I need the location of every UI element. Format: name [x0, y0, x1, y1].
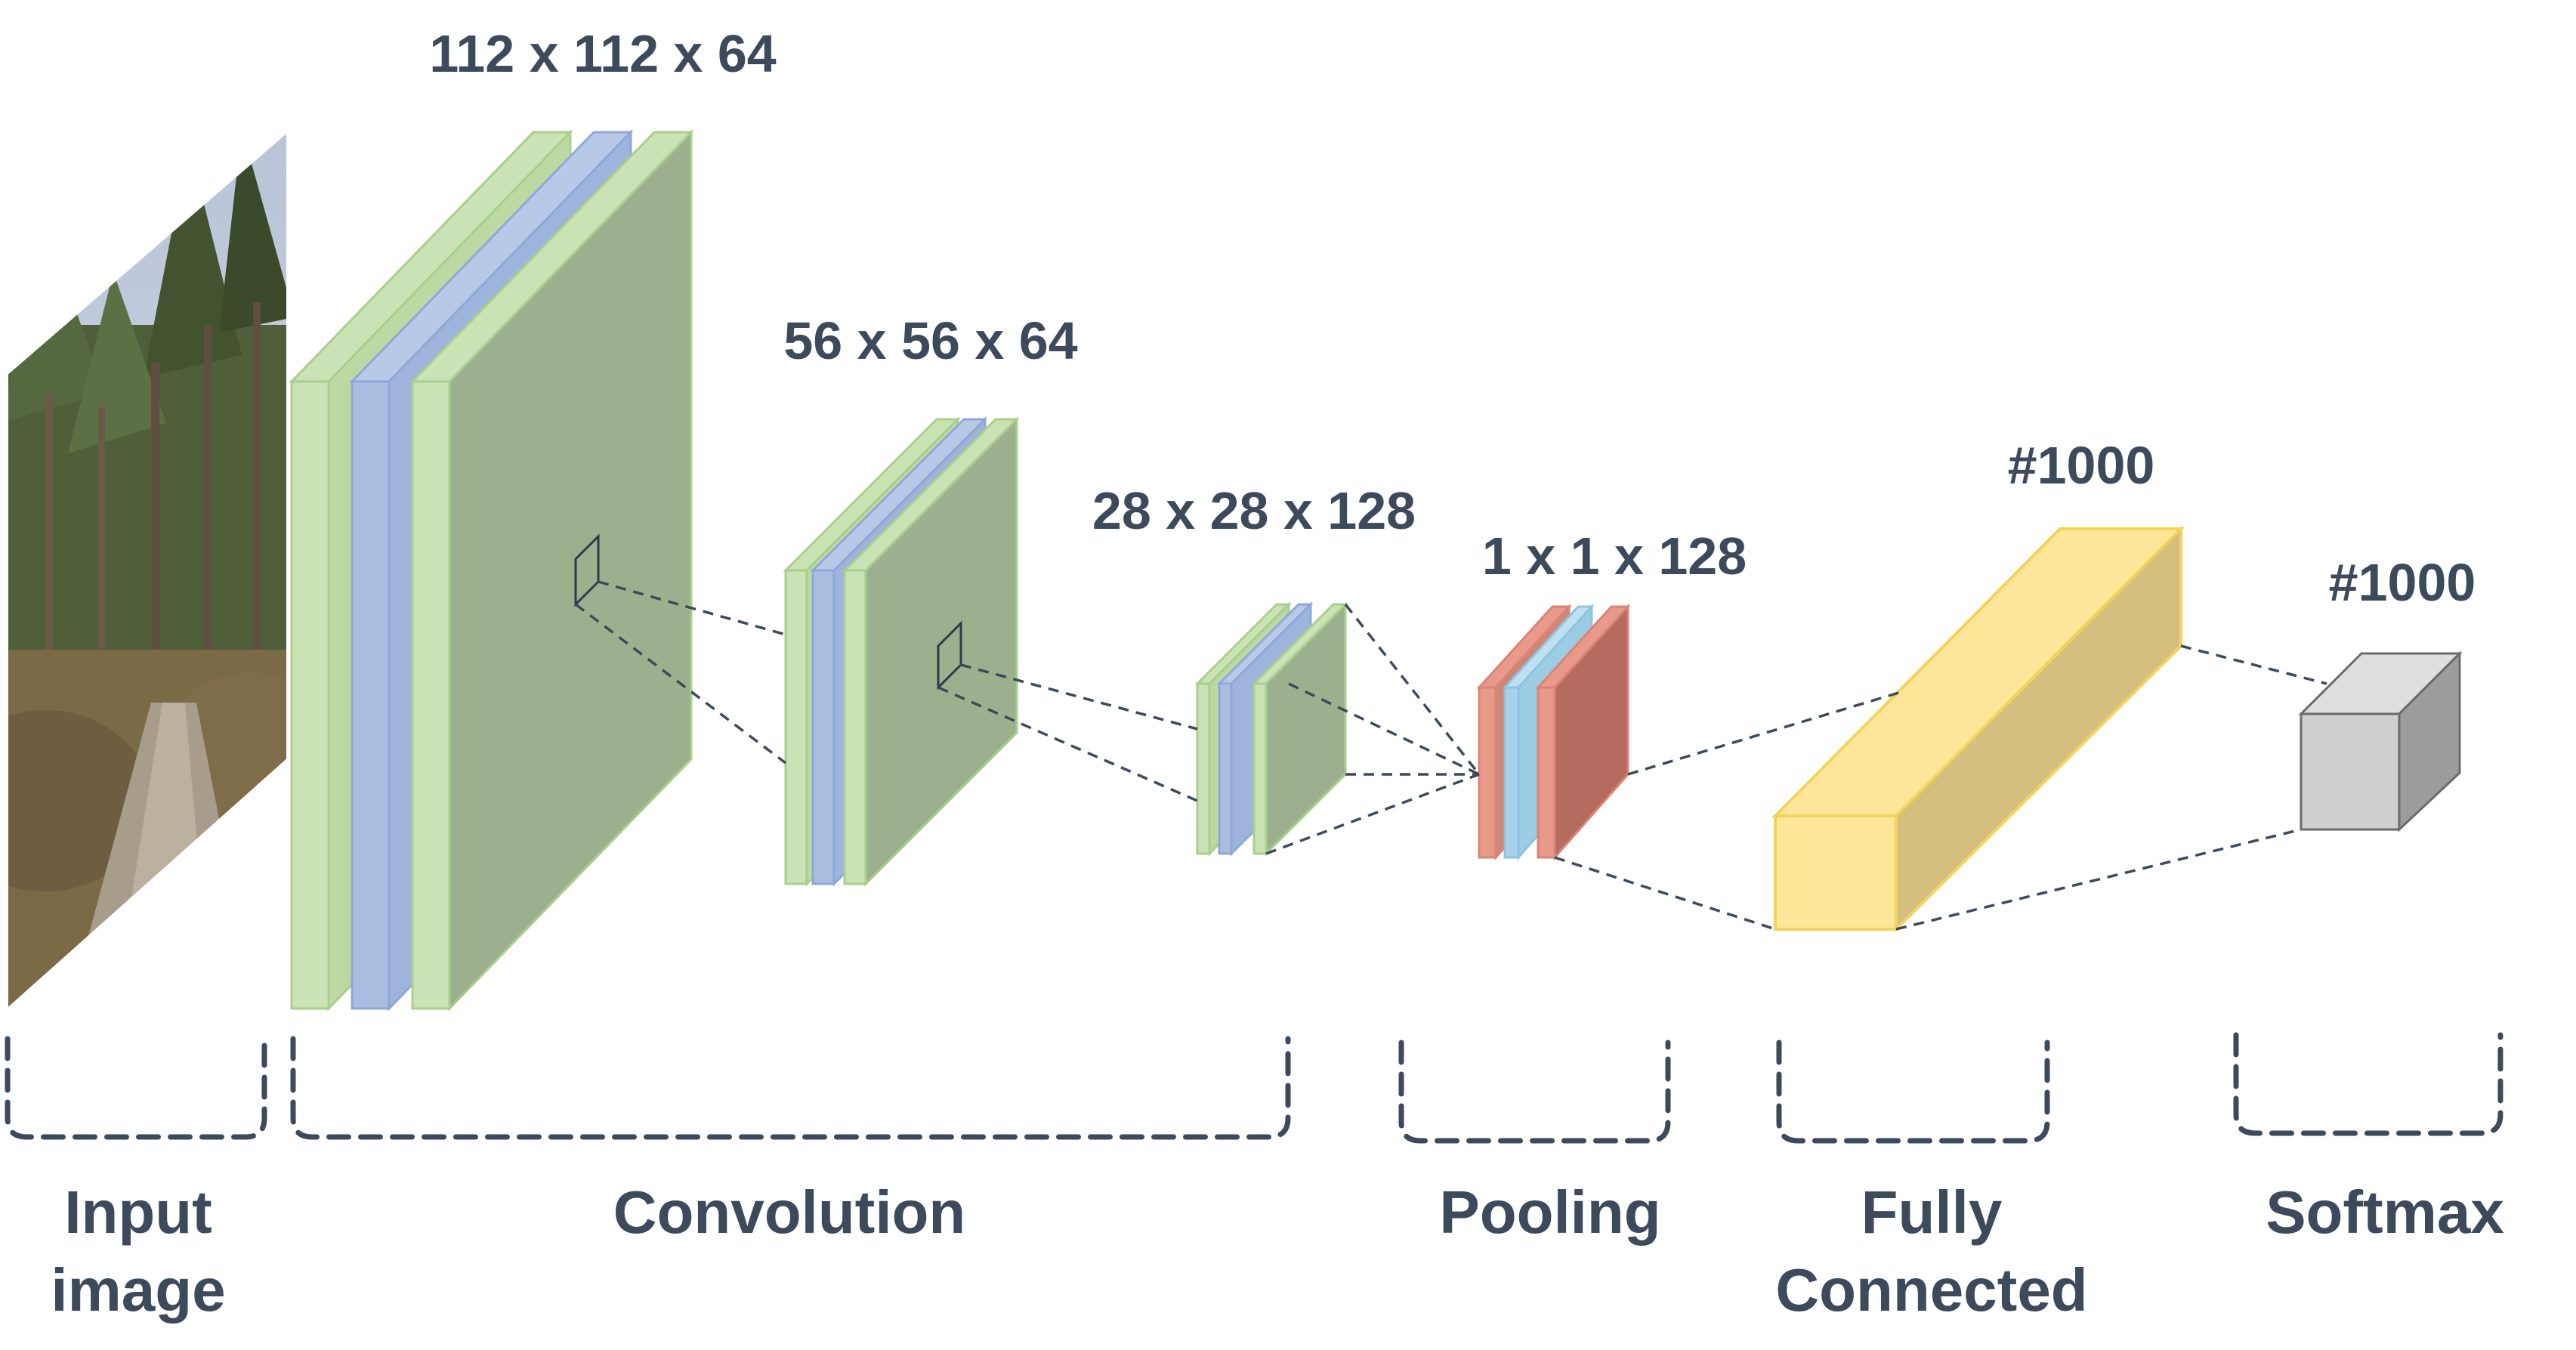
conv1-slab-3-front [411, 380, 451, 1010]
conv1-block [289, 129, 694, 1012]
fc-front [1774, 814, 1898, 931]
conv1-dimension-label: 112 x 112 x 64 [429, 24, 776, 83]
input-image [7, 130, 288, 1011]
conv2-block [783, 416, 1020, 887]
fc-stage-label-line2: Connected [1775, 1256, 2087, 1324]
connection-lines [574, 580, 2327, 931]
input-stage-label-line1: Input [64, 1179, 212, 1246]
bracket-pooling [1398, 1040, 1671, 1144]
softmax-stage-label: Softmax [2266, 1179, 2504, 1246]
fc-stage-label-line1: Fully [1861, 1179, 2003, 1246]
fc-dimension-label: #1000 [2008, 436, 2155, 495]
conv3-block [1194, 601, 1348, 857]
softmax-block [2298, 650, 2463, 833]
bracket-convolution [290, 1036, 1291, 1140]
pooling-block [1476, 604, 1631, 860]
pooling-stage-label: Pooling [1439, 1179, 1660, 1246]
input-stage-label-line2: image [51, 1256, 225, 1324]
conv3-dimension-label: 28 x 28 x 128 [1092, 481, 1416, 540]
conv2-dimension-label: 56 x 56 x 64 [783, 311, 1077, 370]
conv1-slab-2-front [351, 380, 391, 1010]
softmax-dimension-label: #1000 [2329, 553, 2476, 612]
bracket-softmax [2233, 1032, 2503, 1136]
pool-dimension-label: 1 x 1 x 128 [1482, 527, 1747, 585]
softmax-front [2300, 712, 2401, 831]
bracket-fc [1776, 1040, 2050, 1144]
stage-brackets [5, 1032, 2503, 1144]
fc-block [1771, 525, 2185, 933]
convolution-stage-label: Convolution [613, 1179, 966, 1246]
conv1-slab-1-front [290, 380, 330, 1010]
bracket-input [5, 1036, 267, 1140]
